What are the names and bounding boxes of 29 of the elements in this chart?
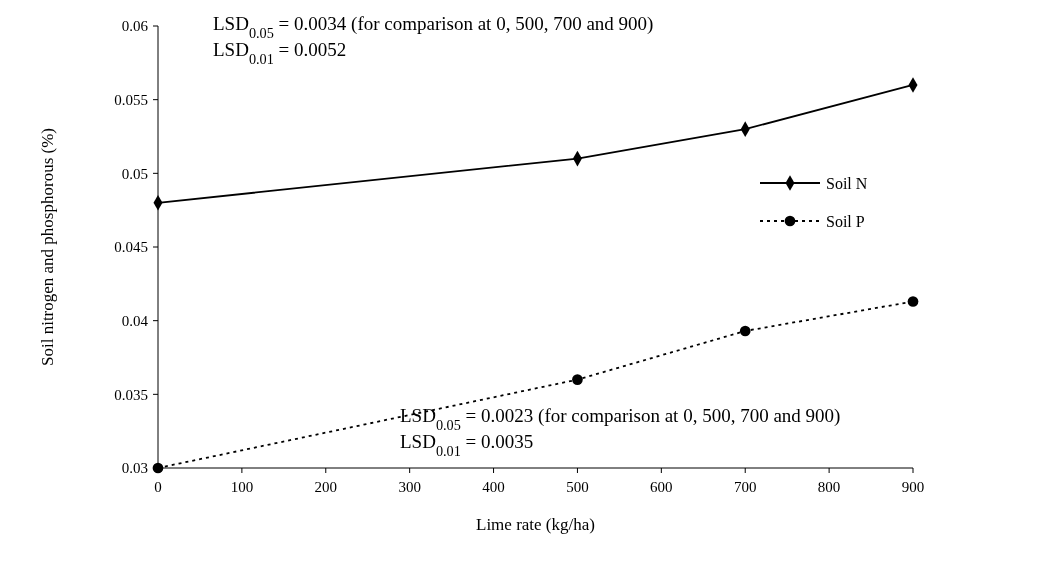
x-tick-label: 200 [314, 479, 338, 495]
legend-label: Soil N [826, 174, 868, 192]
annotation: LSD$_{0.01}$ = 0.0035 [400, 431, 534, 459]
x-tick-label: 400 [482, 479, 505, 495]
legend-label: Soil P [826, 212, 865, 230]
x-tick-label: 0 [154, 479, 162, 495]
y-axis-title: Soil nitrogen and phosphorous (%) [38, 128, 57, 366]
y-tick-label: 0.045 [114, 239, 148, 256]
point [739, 325, 751, 337]
y-tick-label: 0.04 [121, 312, 149, 329]
y-tick-label: 0.03 [121, 460, 148, 477]
x-tick-label: 800 [817, 479, 841, 495]
y-tick-label: 0.035 [114, 386, 148, 403]
point [907, 296, 919, 307]
x-tick-label: 300 [398, 479, 421, 495]
y-tick-label: 0.06 [121, 18, 149, 35]
x-tick-label: 700 [733, 479, 757, 495]
x-tick-label: 900 [901, 479, 925, 495]
point [152, 462, 164, 474]
x-axis-title: Lime rate (kg/ha) [476, 515, 595, 534]
annotation: LSD$_{0.05}$ = 0.0023 (for comparison at 0, 500, 700 and 900) [400, 405, 841, 433]
annotation: LSD$_{0.05}$ = 0.0034 (for comparison at 0, 500, 700 and 900) [213, 13, 654, 41]
x-tick-label: 100 [230, 479, 254, 495]
y-tick-label: 0.055 [114, 91, 148, 108]
x-tick-label: 500 [566, 479, 589, 495]
point [572, 374, 583, 385]
x-tick-label: 600 [650, 479, 673, 495]
annotation: LSD$_{0.01}$ = 0.0052 [213, 39, 347, 67]
y-tick-label: 0.05 [121, 165, 148, 182]
